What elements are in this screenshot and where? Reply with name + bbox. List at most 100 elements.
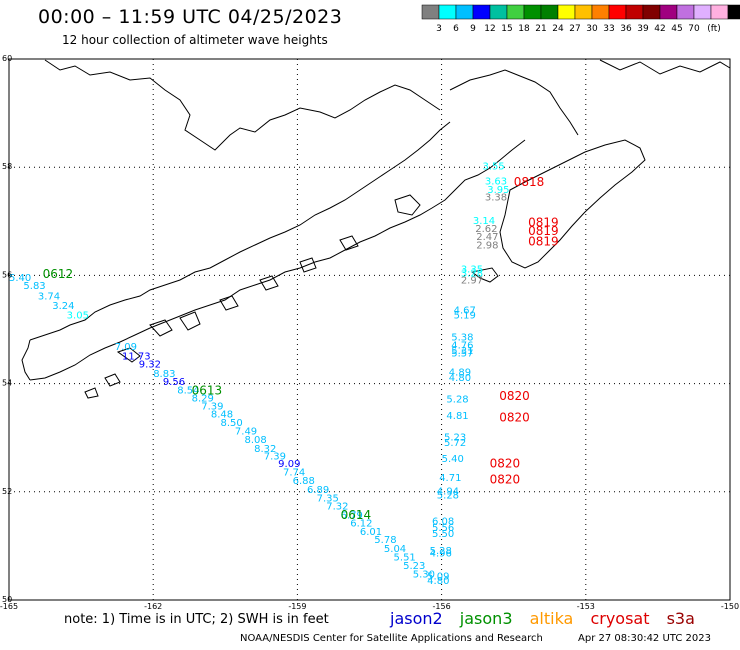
- wave-height-value: 9.09: [278, 459, 300, 470]
- legend-cryosat: cryosat: [590, 609, 650, 628]
- wave-height-value: 8.50: [220, 418, 242, 429]
- wave-height-value: 6.12: [350, 518, 372, 529]
- wave-height-value: 5.28: [437, 490, 459, 501]
- wave-height-value: 5.28: [446, 395, 468, 406]
- colorbar-swatch: [608, 4, 627, 20]
- colorbar-swatch: [659, 4, 678, 20]
- longitude-label: -162: [144, 602, 162, 611]
- wave-height-value: 2.62: [475, 224, 497, 235]
- kenai-coast: [599, 59, 731, 75]
- colorbar-tick-label: 3: [436, 24, 442, 34]
- longitude-label: -150: [721, 602, 739, 611]
- wave-height-value: 5.72: [444, 438, 466, 449]
- wave-height-value: 5.19: [454, 311, 476, 322]
- wave-height-value: 5.40: [9, 273, 31, 284]
- latitude-label: 58: [2, 162, 12, 171]
- credit-line: NOAA/NESDIS Center for Satellite Applica…: [240, 633, 543, 644]
- wave-height-value: 6.08: [432, 516, 454, 527]
- wave-height-value: 3.55: [482, 161, 504, 172]
- colorbar-tick-label: 24: [552, 24, 564, 34]
- colorbar-tick-label: 18: [518, 24, 530, 34]
- wave-height-value: 7.39: [201, 402, 223, 413]
- colorbar-tick-label: 45: [671, 24, 682, 34]
- wave-height-value: 9.56: [163, 377, 185, 388]
- wave-height-value: 4.80: [427, 576, 449, 587]
- wave-height-value: 8.29: [192, 393, 214, 404]
- colorbar-tick-label: 6: [453, 24, 459, 34]
- pass-time-label: 0820: [499, 389, 530, 403]
- colorbar-swatch: [642, 4, 661, 20]
- island: [259, 275, 279, 291]
- wave-height-value: 7.09: [115, 342, 137, 353]
- map-frame: [8, 58, 731, 601]
- colorbar-swatch: [540, 4, 559, 20]
- wave-height-value: 5.56: [432, 523, 454, 534]
- colorbar-tick-label: 36: [620, 24, 632, 34]
- colorbar-swatch: [591, 4, 610, 20]
- wave-height-value: 4.67: [454, 305, 476, 316]
- wave-height-value: 5.57: [451, 349, 473, 360]
- wave-height-value: 6.88: [293, 476, 315, 487]
- generated-timestamp: Apr 27 08:30:42 UTC 2023: [578, 633, 711, 644]
- pass-time-label: 0613: [192, 383, 223, 397]
- colorbar-tick-label: 21: [535, 24, 546, 34]
- wave-height-value: 3.28: [461, 268, 483, 279]
- wave-height-value: 5.04: [384, 544, 406, 555]
- wave-height-value: 5.31: [451, 346, 473, 357]
- pass-time-label: 0819: [528, 235, 559, 249]
- wave-height-value: 6.01: [360, 527, 382, 538]
- wave-height-value: 4.89: [449, 367, 471, 378]
- latitude-label: 52: [2, 487, 12, 496]
- colorbar-swatch: [421, 4, 440, 20]
- colorbar-swatch: [710, 4, 729, 20]
- wave-height-value: 4.76: [451, 340, 473, 351]
- colorbar-tick-label: 9: [470, 24, 476, 34]
- legend-s3a: s3a: [666, 609, 695, 628]
- legend-jason2: jason2: [390, 609, 443, 628]
- colorbar-swatch: [693, 4, 712, 20]
- peninsula-tip: [21, 339, 31, 381]
- latitude-label: 50: [2, 595, 12, 604]
- wave-height-value: 3.24: [52, 301, 74, 312]
- longitude-label: -159: [288, 602, 306, 611]
- pass-time-label: 0820: [499, 410, 530, 424]
- wave-height-value: 3.38: [485, 193, 507, 204]
- longitude-label: -165: [0, 602, 18, 611]
- wave-height-value: 8.48: [211, 410, 233, 421]
- wave-height-value: 5.38: [451, 332, 473, 343]
- wave-height-value: 4.96: [430, 549, 452, 560]
- wave-height-value: 3.05: [67, 311, 89, 322]
- map-subtitle: 12 hour collection of altimeter wave hei…: [62, 33, 328, 47]
- colorbar-swatch: [472, 4, 491, 20]
- island: [299, 257, 317, 273]
- wave-height-value: 3.14: [473, 216, 495, 227]
- island: [104, 373, 121, 387]
- latitude-label: 54: [2, 379, 12, 388]
- wave-height-value: 7.49: [235, 426, 257, 437]
- pass-time-label: 0819: [528, 224, 559, 238]
- wave-height-value: 5.30: [413, 569, 435, 580]
- wave-height-value: 5.23: [403, 561, 425, 572]
- longitude-label: -156: [433, 602, 451, 611]
- wave-height-value: 4.71: [439, 473, 461, 484]
- colorbar-tick-label: 33: [603, 24, 614, 34]
- wave-height-value: 7.39: [264, 451, 286, 462]
- peninsula-north-coast: [29, 121, 451, 341]
- pass-time-label: 0818: [514, 175, 545, 189]
- wave-height-value: 8.32: [254, 444, 276, 455]
- legend-jason3: jason3: [459, 609, 513, 628]
- colorbar-tick-label: 42: [654, 24, 665, 34]
- colorbar-swatch: [438, 4, 457, 20]
- colorbar-swatch: [489, 4, 508, 20]
- colorbar-swatch: [506, 4, 525, 20]
- pass-time-label: 0819: [528, 216, 559, 230]
- latitude-label: 60: [2, 54, 12, 63]
- wave-height-value: 3.74: [38, 292, 60, 303]
- kodiak-island: [499, 139, 646, 269]
- wave-height-value: 6.79: [341, 510, 363, 521]
- colorbar-swatch: [676, 4, 695, 20]
- pass-time-label: 0820: [490, 456, 521, 470]
- wave-height-value: 8.54: [177, 385, 199, 396]
- wave-height-value: 5.83: [23, 281, 45, 292]
- wave-height-value: 5.28: [430, 546, 452, 557]
